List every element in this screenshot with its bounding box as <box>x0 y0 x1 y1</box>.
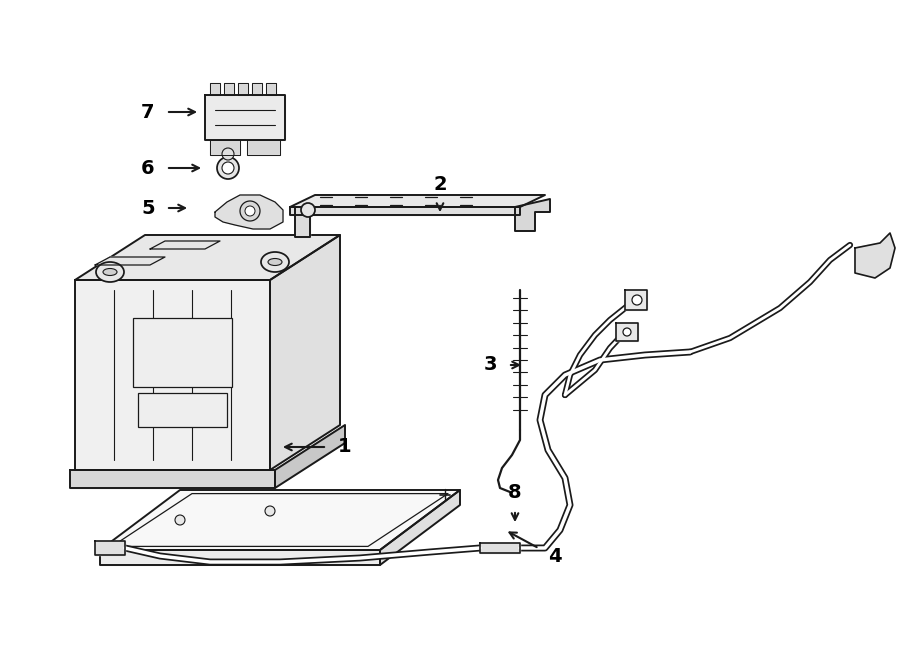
Text: 6: 6 <box>141 159 155 178</box>
Polygon shape <box>75 235 340 280</box>
Ellipse shape <box>268 258 282 266</box>
Polygon shape <box>290 195 545 207</box>
Ellipse shape <box>96 262 124 282</box>
Text: 2: 2 <box>433 176 446 194</box>
Polygon shape <box>150 241 220 249</box>
Polygon shape <box>75 280 270 470</box>
Circle shape <box>632 295 642 305</box>
Polygon shape <box>238 83 248 95</box>
Circle shape <box>265 506 275 516</box>
Text: 7: 7 <box>141 102 155 122</box>
Polygon shape <box>295 207 310 237</box>
Text: 4: 4 <box>548 547 562 566</box>
FancyBboxPatch shape <box>138 393 227 427</box>
Polygon shape <box>100 550 380 565</box>
Polygon shape <box>270 235 340 470</box>
Circle shape <box>245 206 255 216</box>
Polygon shape <box>210 83 220 95</box>
Polygon shape <box>290 207 520 215</box>
Ellipse shape <box>261 252 289 272</box>
Circle shape <box>623 328 631 336</box>
Polygon shape <box>224 83 234 95</box>
Text: 5: 5 <box>141 198 155 217</box>
Polygon shape <box>480 543 520 553</box>
Ellipse shape <box>103 268 117 276</box>
Text: 1: 1 <box>338 438 352 457</box>
Polygon shape <box>855 233 895 278</box>
Polygon shape <box>70 470 275 488</box>
Polygon shape <box>515 199 550 231</box>
Polygon shape <box>210 140 240 155</box>
Circle shape <box>301 203 315 217</box>
Polygon shape <box>252 83 262 95</box>
Polygon shape <box>380 490 460 565</box>
Polygon shape <box>100 490 460 550</box>
Polygon shape <box>95 541 125 555</box>
Circle shape <box>217 157 239 179</box>
Polygon shape <box>215 195 283 229</box>
Polygon shape <box>95 257 165 265</box>
Polygon shape <box>266 83 276 95</box>
Polygon shape <box>247 140 280 155</box>
Polygon shape <box>205 95 285 140</box>
Polygon shape <box>625 290 647 310</box>
Text: 8: 8 <box>508 483 522 502</box>
Polygon shape <box>616 323 638 341</box>
Circle shape <box>240 201 260 221</box>
Polygon shape <box>275 425 345 488</box>
Circle shape <box>222 162 234 174</box>
Circle shape <box>222 148 234 160</box>
FancyBboxPatch shape <box>133 318 232 387</box>
Circle shape <box>175 515 185 525</box>
Text: 3: 3 <box>483 356 497 375</box>
